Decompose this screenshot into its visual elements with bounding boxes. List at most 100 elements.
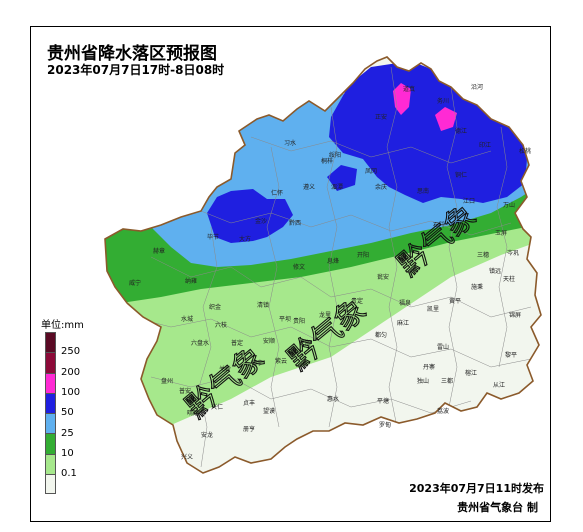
city-label: 毕节 — [207, 233, 219, 241]
producer: 贵州省气象台 制 — [457, 501, 538, 514]
city-label: 凯里 — [427, 305, 439, 313]
city-label: 瓮安 — [377, 273, 389, 281]
legend-swatch — [45, 352, 56, 373]
city-label: 普定 — [231, 339, 243, 347]
city-label: 沿河 — [471, 83, 483, 91]
legend-swatch — [45, 372, 56, 393]
city-label: 黔西 — [289, 219, 301, 227]
city-label: 贵阳 — [293, 317, 305, 325]
city-label: 松桃 — [519, 147, 531, 155]
legend-level-label: 10 — [61, 447, 74, 459]
city-label: 务川 — [437, 97, 449, 105]
city-label: 平塘 — [377, 397, 389, 405]
city-label: 黄平 — [449, 297, 461, 305]
city-label: 丹寨 — [423, 363, 435, 371]
city-label: 独山 — [417, 377, 429, 385]
legend-swatch — [45, 474, 56, 495]
city-label: 三穗 — [477, 251, 489, 259]
city-label: 三都 — [441, 377, 453, 385]
city-label: 石阡 — [433, 221, 445, 229]
city-label: 惠水 — [327, 395, 339, 403]
city-label: 兴仁 — [211, 403, 223, 411]
city-label: 贞丰 — [243, 399, 255, 407]
city-label: 德江 — [455, 127, 467, 135]
city-label: 万山 — [503, 201, 515, 209]
city-label: 龙里 — [319, 311, 331, 319]
city-label: 遵义 — [303, 183, 315, 191]
city-label: 紫云 — [275, 357, 287, 365]
map-title: 贵州省降水落区预报图 — [47, 44, 217, 64]
city-label: 福泉 — [399, 299, 411, 307]
legend-level-label: 50 — [61, 407, 74, 419]
city-label: 兴义 — [181, 453, 193, 461]
city-label: 纳雍 — [185, 277, 197, 285]
city-label: 天柱 — [503, 275, 515, 283]
city-label: 麻江 — [397, 319, 409, 327]
city-label: 六枝 — [215, 321, 227, 329]
city-label: 铜仁 — [455, 171, 467, 179]
city-label: 金沙 — [255, 217, 267, 225]
legend-unit: 单位:mm — [41, 320, 84, 331]
city-label: 六盘水 — [191, 339, 209, 347]
city-label: 雷山 — [437, 343, 449, 351]
legend-color-bar — [45, 332, 56, 495]
city-label: 镇远 — [489, 267, 501, 275]
city-label: 都匀 — [375, 331, 387, 339]
city-label: 安顺 — [263, 337, 275, 345]
city-label: 仁怀 — [271, 189, 283, 197]
city-label: 道真 — [403, 85, 415, 93]
city-label: 桐梓 — [321, 157, 333, 165]
county-boundaries — [130, 66, 532, 468]
legend-swatch — [45, 332, 56, 353]
map-frame: 习水 桐梓 正安 道真 务川 沿河 德江 印江 松桃 凤冈 湄潭 余庆 绥阳 遵义 仁怀 金沙 黔西 大方 毕节 赫章… — [30, 26, 551, 522]
legend-level-label: 0.1 — [61, 468, 77, 480]
legend-level-label: 250 — [61, 346, 81, 358]
city-label: 开阳 — [357, 251, 369, 259]
city-label: 思南 — [417, 187, 429, 195]
city-label: 水城 — [181, 315, 193, 323]
city-label: 织金 — [209, 303, 221, 311]
issue-time: 2023年07月7日11时发布 — [409, 482, 544, 495]
city-label: 息烽 — [327, 257, 339, 265]
legend-swatch — [45, 433, 56, 454]
city-label: 威宁 — [129, 279, 141, 287]
city-label: 余庆 — [375, 183, 387, 191]
legend-swatch — [45, 413, 56, 434]
city-label: 安龙 — [201, 431, 213, 439]
city-label: 关岭 — [219, 365, 231, 373]
city-label: 平坝 — [279, 315, 291, 323]
city-label: 普安 — [179, 387, 191, 395]
city-label: 从江 — [493, 382, 505, 389]
city-label: 盘州 — [161, 377, 173, 385]
city-label: 罗甸 — [379, 421, 391, 429]
city-label: 修文 — [293, 263, 305, 271]
legend-level-label: 100 — [61, 386, 81, 398]
city-label: 凤冈 — [365, 168, 377, 175]
legend-swatch — [45, 453, 56, 475]
city-label: 江口 — [463, 198, 475, 205]
city-label: 榕江 — [465, 369, 477, 377]
city-label: 正安 — [375, 113, 387, 121]
city-label: 湄潭 — [331, 183, 343, 191]
city-label: 黎平 — [505, 351, 517, 359]
forecast-period: 2023年07月7日17时-8日08时 — [47, 63, 225, 77]
city-label: 施秉 — [471, 283, 483, 291]
city-label: 岑巩 — [507, 249, 519, 257]
legend-level-label: 200 — [61, 366, 81, 378]
legend-swatch — [45, 392, 56, 414]
city-label: 大方 — [239, 235, 251, 243]
city-label: 镇宁 — [251, 359, 263, 367]
city-label: 绥阳 — [329, 151, 341, 159]
city-label: 册亨 — [243, 425, 255, 433]
city-label: 贵定 — [351, 297, 363, 305]
city-label: 玉屏 — [495, 230, 507, 237]
city-label: 赫章 — [153, 247, 165, 255]
city-label: 印江 — [479, 142, 491, 149]
city-label: 荔波 — [437, 407, 449, 415]
city-label: 锦屏 — [509, 311, 521, 319]
city-label: 望谟 — [263, 407, 275, 415]
city-label: 清镇 — [257, 301, 269, 309]
city-label: 长顺 — [299, 339, 311, 347]
